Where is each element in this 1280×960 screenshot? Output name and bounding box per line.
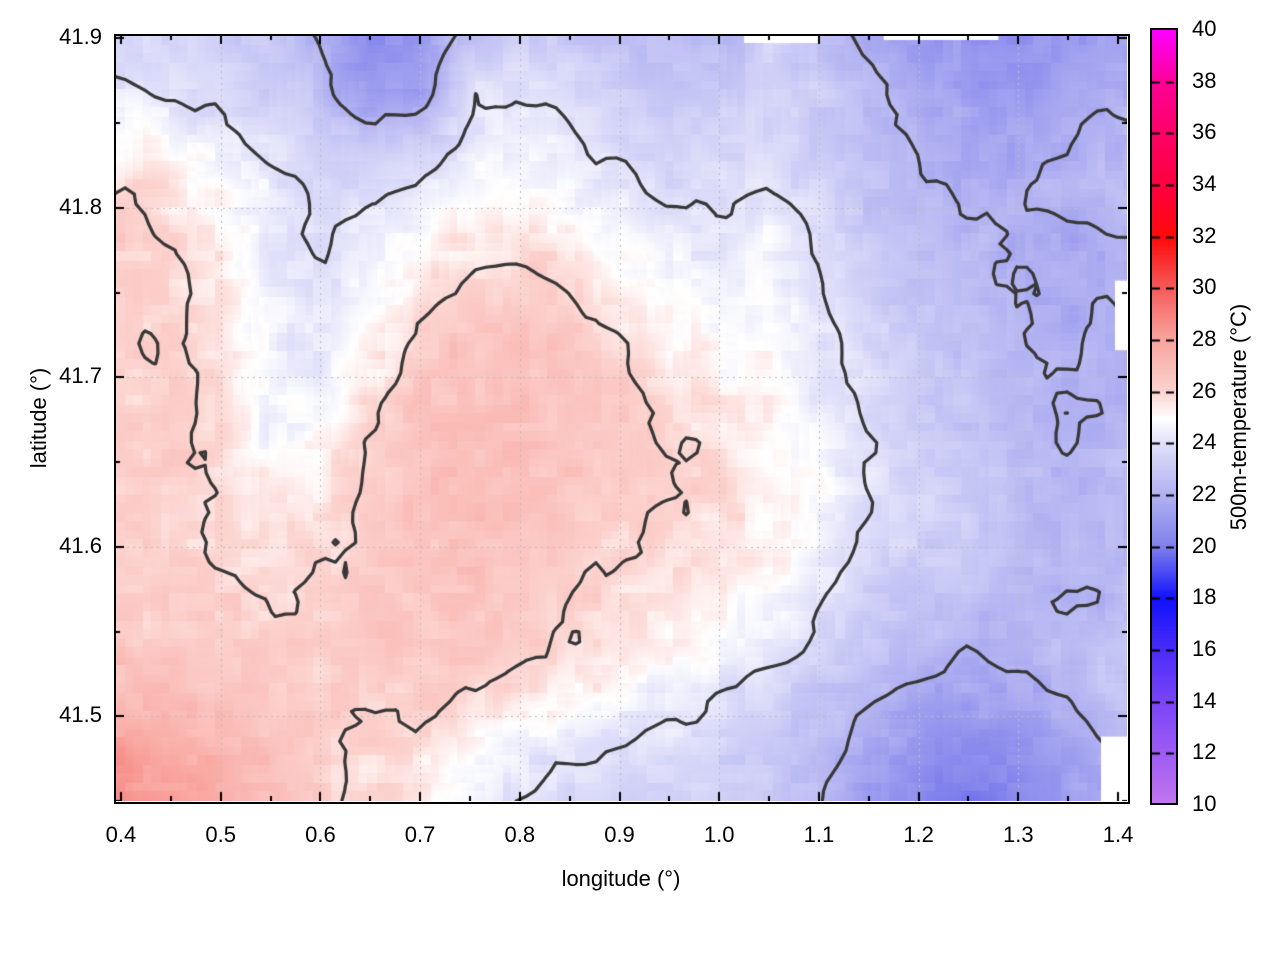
colorbar-tick-label: 32 (1192, 222, 1217, 248)
colorbar-tick-label: 40 (1192, 16, 1217, 41)
x-tick-label: 0.5 (205, 822, 236, 847)
x-tick-label: 0.8 (504, 822, 536, 847)
y-tick-label: 41.6 (59, 532, 102, 558)
y-tick-label: 41.8 (59, 193, 102, 219)
colorbar-tick-label: 22 (1192, 481, 1217, 506)
colorbar-tick-label: 30 (1192, 274, 1217, 300)
x-tick-label: 1.0 (703, 822, 735, 847)
y-tick-label: 41.5 (59, 702, 102, 728)
x-tick-label: 1.2 (903, 822, 934, 847)
x-tick-label: 1.4 (1102, 822, 1134, 847)
colorbar-tick-label: 18 (1192, 584, 1217, 610)
y-tick-label: 41.9 (59, 24, 102, 50)
x-tick-label: 0.6 (305, 822, 336, 847)
x-axis-title: longitude (°) (561, 866, 681, 891)
x-tick-label: 1.3 (1003, 822, 1034, 847)
x-tick-label: 0.9 (604, 822, 635, 847)
colorbar-title: 500m-temperature (°C) (1226, 303, 1251, 531)
colorbar-canvas (1152, 30, 1178, 805)
colorbar-tick-label: 16 (1192, 636, 1217, 661)
colorbar-tick-label: 34 (1192, 171, 1217, 196)
colorbar-tick-label: 14 (1192, 687, 1217, 713)
x-tick-label: 0.4 (105, 822, 137, 847)
colorbar-tick-label: 24 (1192, 429, 1217, 455)
colorbar-tick-label: 20 (1192, 532, 1217, 558)
colorbar-tick-label: 38 (1192, 67, 1217, 93)
colorbar-tick-label: 36 (1192, 119, 1217, 145)
colorbar-tick-label: 26 (1192, 377, 1217, 403)
colorbar-tick-label: 28 (1192, 326, 1217, 351)
colorbar-tick-label: 10 (1192, 791, 1217, 816)
y-tick-label: 41.7 (59, 363, 102, 389)
x-tick-label: 0.7 (404, 822, 436, 847)
colorbar-tick-label: 12 (1192, 739, 1217, 765)
x-tick-label: 1.1 (803, 822, 835, 847)
heatmap-canvas (115, 35, 1127, 801)
y-axis-title: latitude (°) (26, 367, 51, 469)
